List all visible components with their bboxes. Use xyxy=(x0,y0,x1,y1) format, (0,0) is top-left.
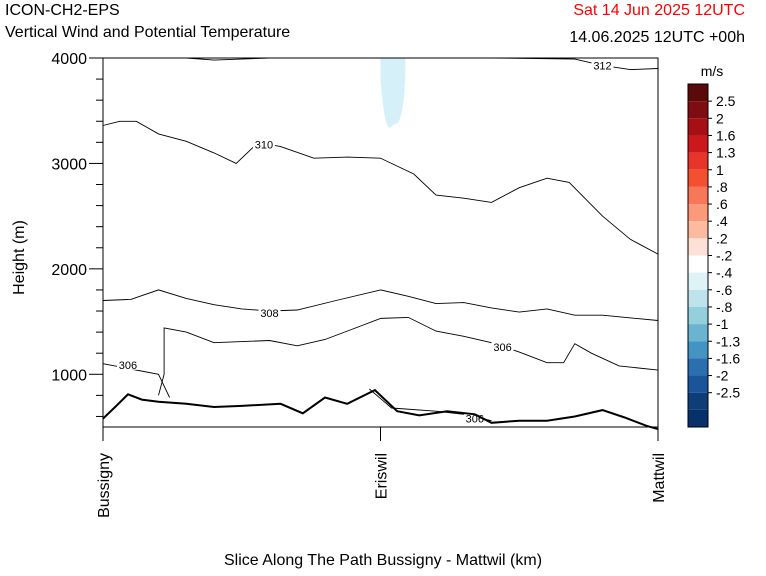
isentrope-label-310: 310 xyxy=(255,139,273,151)
colorbar-swatch xyxy=(688,204,708,222)
colorbar-label: -1.3 xyxy=(716,333,740,349)
colorbar-unit: m/s xyxy=(701,63,724,79)
colorbar-swatch xyxy=(688,358,708,376)
colorbar-swatch xyxy=(688,375,708,393)
y-tick-label: 4000 xyxy=(51,51,87,68)
colorbar-label: .2 xyxy=(716,230,728,246)
isentrope-label-bg xyxy=(591,58,614,71)
isentrope-label-bg xyxy=(252,137,275,150)
colorbar-label: -1.6 xyxy=(716,350,740,366)
colorbar-swatch xyxy=(688,169,708,187)
colorbar-swatch xyxy=(688,409,708,427)
colorbar-swatch xyxy=(688,341,708,359)
colorbar-swatch xyxy=(688,289,708,307)
colorbar-swatch xyxy=(688,186,708,205)
colorbar-label: -1 xyxy=(716,316,729,332)
colorbar-swatch xyxy=(688,255,708,273)
colorbar-label: .8 xyxy=(716,179,728,195)
plot-area xyxy=(103,58,658,427)
colorbar-swatch xyxy=(688,272,708,290)
valid-time: 14.06.2025 12UTC +00h xyxy=(569,29,745,46)
colorbar-label: -2.5 xyxy=(716,385,740,401)
isentrope-label-308: 308 xyxy=(260,308,278,320)
updraft-region xyxy=(380,58,406,128)
colorbar-label: -.6 xyxy=(716,282,733,298)
y-axis-label: Height (m) xyxy=(11,220,28,295)
isentrope-label-306: 306 xyxy=(493,342,511,354)
isentrope-label-bg xyxy=(116,357,139,370)
run-time: Sat 14 Jun 2025 12UTC xyxy=(573,2,745,19)
colorbar-label: -.8 xyxy=(716,299,733,315)
x-axis-label: Slice Along The Path Bussigny - Mattwil … xyxy=(223,552,543,569)
x-tick-label-bussigny: Bussigny xyxy=(96,453,113,518)
model-name: ICON-CH2-EPS xyxy=(5,2,120,19)
colorbar-label: 2.5 xyxy=(716,93,736,109)
colorbar-swatch xyxy=(688,221,708,239)
colorbar-swatch xyxy=(688,306,708,325)
terrain-line xyxy=(102,388,659,431)
colorbar-swatch xyxy=(688,118,708,136)
x-tick-label-mattwil: Mattwil xyxy=(651,453,668,503)
isentrope-306-0 xyxy=(102,363,171,398)
colorbar-label: -.2 xyxy=(716,248,733,264)
isentrope-306-1 xyxy=(158,316,659,396)
isentrope-310-4 xyxy=(102,120,659,255)
colorbar-label: .4 xyxy=(716,213,728,229)
colorbar-label: 1.6 xyxy=(716,127,736,143)
isentrope-label-bg xyxy=(258,306,281,319)
isentrope-308-3 xyxy=(102,289,659,321)
chart-subtitle: Vertical Wind and Potential Temperature xyxy=(5,24,291,41)
isentrope-label-bg xyxy=(491,339,514,352)
y-tick-label: 3000 xyxy=(51,156,87,173)
isentrope-label-312: 312 xyxy=(593,60,611,72)
colorbar-label: 1 xyxy=(716,162,724,178)
colorbar-swatch xyxy=(688,238,708,256)
colorbar-label: -2 xyxy=(716,368,729,384)
colorbar-swatch xyxy=(688,324,708,342)
colorbar-label: 2 xyxy=(716,110,724,126)
colorbar-swatch xyxy=(688,84,708,102)
colorbar-swatch xyxy=(688,392,708,410)
colorbar-label: 1.3 xyxy=(716,145,736,161)
y-tick-label: 1000 xyxy=(51,367,87,384)
x-tick-label-eriswil: Eriswil xyxy=(374,453,391,499)
isentrope-label-306: 306 xyxy=(119,360,137,372)
colorbar-swatch xyxy=(688,152,708,170)
colorbar-label: .6 xyxy=(716,196,728,212)
colorbar-label: -.4 xyxy=(716,265,733,281)
colorbar-swatch xyxy=(688,135,708,153)
y-tick-label: 2000 xyxy=(51,262,87,279)
colorbar-swatch xyxy=(688,101,708,119)
